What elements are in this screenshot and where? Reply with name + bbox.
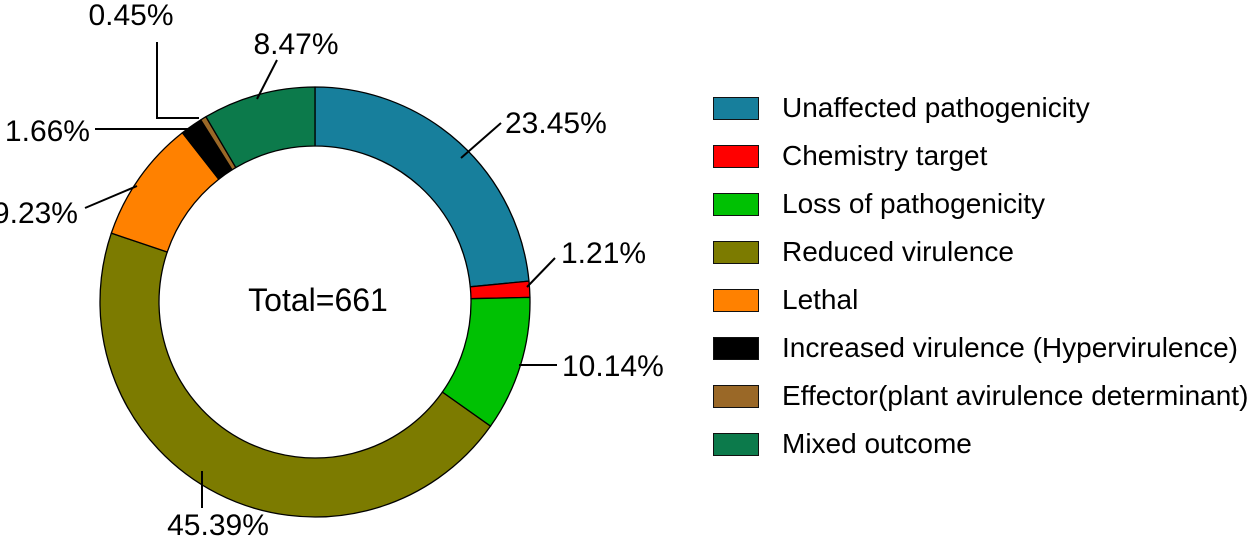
legend-label: Increased virulence (Hypervirulence) [782,332,1238,363]
total-label: Total=661 [248,282,388,318]
legend-label: Effector(plant avirulence determinant) [782,380,1249,411]
leader-line-mixed [256,59,278,100]
leader-line-effector [156,42,199,119]
donut-slice-3 [99,232,492,518]
legend-label: Loss of pathogenicity [782,188,1046,219]
legend: Unaffected pathogenicity Chemistry targe… [713,92,1248,459]
leader-line-unaffected [460,122,502,159]
legend-label: Mixed outcome [782,428,972,459]
slice-label-loss: 10.14% [562,350,664,383]
legend-label: Reduced virulence [782,236,1014,267]
legend-item-chemistry: Chemistry target [713,140,1248,171]
legend-label: Chemistry target [782,140,988,171]
legend-swatch-effector [713,384,759,408]
donut-slice-0 [314,86,530,288]
legend-swatch-chemistry [713,144,759,168]
legend-item-lethal: Lethal [713,284,1248,315]
legend-swatch-increased [713,336,759,360]
slice-label-increased: 1.66% [5,115,90,148]
legend-item-reduced: Reduced virulence [713,236,1248,267]
legend-swatch-loss [713,192,759,216]
legend-label: Unaffected pathogenicity [782,92,1090,123]
slice-label-effector: 0.45% [88,0,173,32]
leader-line-lethal [84,185,138,209]
legend-swatch-reduced [713,240,759,264]
leader-lines [84,42,557,508]
slice-label-mixed: 8.47% [253,28,338,61]
legend-swatch-lethal [713,288,759,312]
leader-line-chemistry [526,257,556,288]
slice-label-reduced: 45.39% [167,509,269,538]
legend-item-mixed: Mixed outcome [713,428,1248,459]
slice-label-chemistry: 1.21% [561,237,646,270]
legend-label: Lethal [782,284,859,315]
legend-swatch-mixed [713,432,759,456]
legend-item-loss: Loss of pathogenicity [713,188,1248,219]
legend-swatch-unaffected [713,96,759,120]
slice-label-lethal: 9.23% [0,197,78,230]
legend-item-effector: Effector(plant avirulence determinant) [713,380,1248,411]
donut-slice-7 [205,86,316,169]
legend-item-unaffected: Unaffected pathogenicity [713,92,1248,123]
donut-slices [99,86,531,518]
slice-label-unaffected: 23.45% [505,107,607,140]
legend-item-increased: Increased virulence (Hypervirulence) [713,332,1248,363]
